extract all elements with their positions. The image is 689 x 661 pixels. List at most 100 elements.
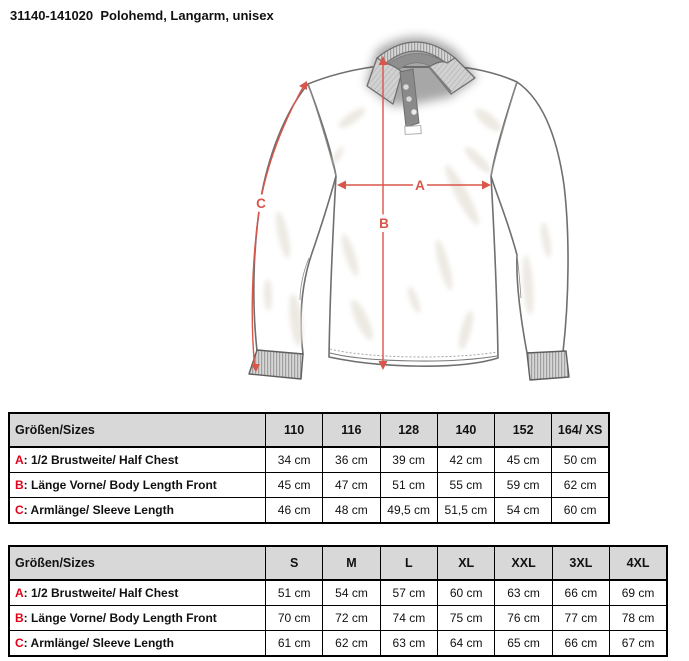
- measurement-value: 62 cm: [322, 630, 381, 657]
- placket-bottom-tab: [404, 125, 422, 135]
- measure-line-c: [251, 81, 307, 371]
- measurement-letter: C: [15, 503, 24, 517]
- measurement-value: 72 cm: [322, 605, 381, 631]
- label-b: B: [379, 216, 389, 231]
- measurement-value: 67 cm: [609, 630, 668, 657]
- table-head: Größen/Sizes S M L XL XXL 3XL 4XL: [8, 545, 668, 581]
- measurement-row: A: 1/2 Brustweite/ Half Chest 34 cm 36 cm 3…: [8, 446, 610, 473]
- measurement-letter: A: [15, 453, 24, 467]
- measurement-value: 50 cm: [551, 446, 610, 473]
- label-a: A: [415, 178, 425, 193]
- shirt-body: [307, 66, 518, 367]
- button-2: [405, 95, 413, 103]
- measurement-value: 59 cm: [493, 472, 553, 498]
- arrowhead-b-top: [378, 56, 388, 65]
- right-armhole-seam: [490, 81, 518, 177]
- size-column-header: 164/ XS: [551, 412, 610, 448]
- measurement-value: 55 cm: [436, 472, 496, 498]
- size-table-adults: Größen/Sizes S M L XL XXL 3XL 4XL A: 1/2 Brustw…: [8, 545, 668, 657]
- measurement-value: 51 cm: [264, 579, 324, 606]
- measurement-row: C: Armlänge/ Sleeve Length 46 cm 48 cm 49,5…: [8, 497, 610, 524]
- size-column-header: 116: [322, 412, 381, 448]
- header-row: Größen/Sizes 110 116 128 140 152 164/ XS: [8, 412, 610, 448]
- measurement-value: 57 cm: [379, 579, 439, 606]
- collar-group: [366, 37, 477, 135]
- measurement-value: 64 cm: [437, 630, 496, 657]
- measurement-value: 51 cm: [379, 472, 438, 498]
- measurement-label: A: 1/2 Brustweite/ Half Chest: [8, 446, 266, 473]
- measurement-arrows: [251, 56, 491, 372]
- measurement-value: 48 cm: [322, 497, 381, 524]
- measurement-value: 78 cm: [609, 605, 668, 631]
- left-cuff: [248, 349, 304, 380]
- size-column-header: 3XL: [551, 545, 611, 581]
- table-body: A: 1/2 Brustweite/ Half Chest 34 cm 36 cm 3…: [8, 446, 610, 524]
- measurement-value: 45 cm: [493, 446, 553, 473]
- size-column-header: M: [322, 545, 381, 581]
- measurement-value: 49,5 cm: [379, 497, 438, 524]
- hem-stitching: [329, 348, 498, 362]
- measurement-value: 51,5 cm: [436, 497, 496, 524]
- size-column-header: XL: [437, 545, 496, 581]
- size-column-header: 152: [493, 412, 553, 448]
- measurement-label: C: Armlänge/ Sleeve Length: [8, 630, 266, 657]
- arrowhead-b-bottom: [378, 361, 388, 370]
- measurement-labels: A B C: [252, 174, 429, 235]
- measurement-value: 54 cm: [493, 497, 553, 524]
- measurement-value: 39 cm: [379, 446, 438, 473]
- measurement-value: 77 cm: [551, 605, 611, 631]
- measurement-value: 47 cm: [322, 472, 381, 498]
- measurement-value: 46 cm: [264, 497, 324, 524]
- table-body: A: 1/2 Brustweite/ Half Chest 51 cm 54 cm 5…: [8, 579, 668, 657]
- left-elbow-crease: [299, 257, 310, 301]
- measurement-row: A: 1/2 Brustweite/ Half Chest 51 cm 54 cm 5…: [8, 579, 668, 606]
- measurement-label: B: Länge Vorne/ Body Length Front: [8, 605, 266, 631]
- arrowhead-c-top: [299, 81, 307, 90]
- measurement-label: A: 1/2 Brustweite/ Half Chest: [8, 579, 266, 606]
- measurement-label: C: Armlänge/ Sleeve Length: [8, 497, 266, 524]
- measurement-letter: C: [15, 636, 24, 650]
- measurement-value: 62 cm: [551, 472, 610, 498]
- measurement-value: 42 cm: [436, 446, 496, 473]
- label-c: C: [256, 196, 266, 211]
- measurement-value: 74 cm: [379, 605, 439, 631]
- button-3: [410, 108, 418, 116]
- measurement-value: 54 cm: [322, 579, 381, 606]
- size-table-kids: Größen/Sizes 110 116 128 140 152 164/ XS A: 1/…: [8, 412, 610, 524]
- table-header-label: Größen/Sizes: [8, 545, 266, 581]
- measurement-row: B: Länge Vorne/ Body Length Front 70 cm 72…: [8, 605, 668, 631]
- right-cuff: [526, 350, 570, 381]
- measurement-row: B: Länge Vorne/ Body Length Front 45 cm 47…: [8, 472, 610, 498]
- page-title: 31140-141020 Polohemd, Langarm, unisex: [10, 8, 274, 23]
- size-column-header: 140: [436, 412, 496, 448]
- measurement-letter: B: [15, 611, 24, 625]
- measurement-value: 60 cm: [437, 579, 496, 606]
- ribbed-cuffs: [248, 349, 570, 381]
- arrowhead-a-left: [337, 180, 346, 190]
- measurement-value: 60 cm: [551, 497, 610, 524]
- size-column-header: S: [264, 545, 324, 581]
- measurement-value: 76 cm: [494, 605, 553, 631]
- measurement-value: 65 cm: [494, 630, 553, 657]
- size-column-header: 128: [379, 412, 438, 448]
- measurement-row: C: Armlänge/ Sleeve Length 61 cm 62 cm 63 c…: [8, 630, 668, 657]
- header-row: Größen/Sizes S M L XL XXL 3XL 4XL: [8, 545, 668, 581]
- measurement-value: 45 cm: [264, 472, 324, 498]
- measurement-value: 75 cm: [437, 605, 496, 631]
- measurement-value: 70 cm: [264, 605, 324, 631]
- table-head: Größen/Sizes 110 116 128 140 152 164/ XS: [8, 412, 610, 448]
- measurement-value: 61 cm: [264, 630, 324, 657]
- measurement-value: 69 cm: [609, 579, 668, 606]
- left-armhole-seam: [307, 83, 337, 177]
- measurement-letter: B: [15, 478, 24, 492]
- measurement-value: 66 cm: [551, 579, 611, 606]
- size-column-header: XXL: [494, 545, 553, 581]
- measurement-value: 63 cm: [379, 630, 439, 657]
- seam-lines: [299, 81, 522, 301]
- size-column-header: 110: [264, 412, 324, 448]
- button-1: [402, 83, 410, 91]
- collar-right-fold-edge: [429, 67, 452, 93]
- right-elbow-crease: [516, 254, 522, 299]
- measurement-value: 66 cm: [551, 630, 611, 657]
